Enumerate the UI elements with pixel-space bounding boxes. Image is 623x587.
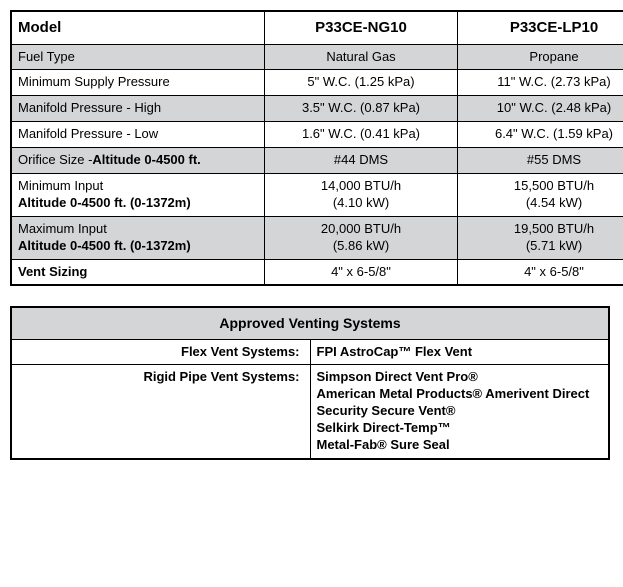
row-label-bold: Altitude 0-4500 ft.: [92, 152, 200, 167]
table-row: Fuel Type Natural Gas Propane: [11, 44, 623, 70]
row-label-bold: Altitude 0-4500 ft. (0-1372m): [18, 238, 258, 255]
cell-line: (5.86 kW): [271, 238, 451, 255]
table-header-row: Model P33CE-NG10 P33CE-LP10: [11, 11, 623, 44]
model-specs-table: Model P33CE-NG10 P33CE-LP10 Fuel Type Na…: [10, 10, 623, 286]
row-label-plain: Manifold Pressure - High: [18, 100, 161, 115]
flex-vent-value: FPI AstroCap™ Flex Vent: [310, 339, 609, 365]
cell-line: (4.10 kW): [271, 195, 451, 212]
table-row: Maximum Input Altitude 0-4500 ft. (0-137…: [11, 216, 623, 259]
cell: 5" W.C. (1.25 kPa): [265, 70, 458, 96]
cell-line: 20,000 BTU/h: [271, 221, 451, 238]
cell-line: 15,500 BTU/h: [464, 178, 623, 195]
table-row: Manifold Pressure - Low 1.6" W.C. (0.41 …: [11, 122, 623, 148]
cell-line: (5.71 kW): [464, 238, 623, 255]
cell: 6.4" W.C. (1.59 kPa): [458, 122, 623, 148]
table-row: Vent Sizing 4" x 6-5/8" 4" x 6-5/8": [11, 259, 623, 285]
header-col1: P33CE-NG10: [265, 11, 458, 44]
row-label-plain: Minimum Input: [18, 178, 258, 195]
list-item: Metal-Fab® Sure Seal: [317, 437, 603, 454]
list-item: Simpson Direct Vent Pro®: [317, 369, 603, 386]
row-label-plain: Manifold Pressure - Low: [18, 126, 158, 141]
table-row: Minimum Supply Pressure 5" W.C. (1.25 kP…: [11, 70, 623, 96]
table-row: Orifice Size -Altitude 0-4500 ft. #44 DM…: [11, 148, 623, 174]
row-label-plain: Orifice Size -: [18, 152, 92, 167]
list-item: American Metal Products® Amerivent Direc…: [317, 386, 603, 403]
cell: 11" W.C. (2.73 kPa): [458, 70, 623, 96]
cell: Propane: [458, 44, 623, 70]
flex-vent-label: Flex Vent Systems:: [11, 339, 310, 365]
cell: 1.6" W.C. (0.41 kPa): [265, 122, 458, 148]
cell: #44 DMS: [265, 148, 458, 174]
approved-venting-table: Approved Venting Systems Flex Vent Syste…: [10, 306, 610, 460]
cell: #55 DMS: [458, 148, 623, 174]
cell-line: 19,500 BTU/h: [464, 221, 623, 238]
cell: 14,000 BTU/h (4.10 kW): [265, 173, 458, 216]
row-label-plain: Maximum Input: [18, 221, 258, 238]
cell-line: 14,000 BTU/h: [271, 178, 451, 195]
row-label-plain: Fuel Type: [18, 49, 75, 64]
row-label-bold: Vent Sizing: [18, 264, 258, 281]
cell: Natural Gas: [265, 44, 458, 70]
list-item: Security Secure Vent®: [317, 403, 603, 420]
cell: 19,500 BTU/h (5.71 kW): [458, 216, 623, 259]
header-label: Model: [11, 11, 265, 44]
table-row: Flex Vent Systems: FPI AstroCap™ Flex Ve…: [11, 339, 609, 365]
header-col2: P33CE-LP10: [458, 11, 623, 44]
cell: 4" x 6-5/8": [265, 259, 458, 285]
rigid-vent-values: Simpson Direct Vent Pro® American Metal …: [310, 365, 609, 459]
cell: 10" W.C. (2.48 kPa): [458, 96, 623, 122]
venting-title-row: Approved Venting Systems: [11, 307, 609, 339]
venting-title: Approved Venting Systems: [11, 307, 609, 339]
row-label-plain: Minimum Supply Pressure: [18, 74, 170, 89]
table-row: Minimum Input Altitude 0-4500 ft. (0-137…: [11, 173, 623, 216]
row-label-bold: Altitude 0-4500 ft. (0-1372m): [18, 195, 258, 212]
cell-line: (4.54 kW): [464, 195, 623, 212]
list-item: Selkirk Direct-Temp™: [317, 420, 603, 437]
cell: 4" x 6-5/8": [458, 259, 623, 285]
table-row: Manifold Pressure - High 3.5" W.C. (0.87…: [11, 96, 623, 122]
cell: 20,000 BTU/h (5.86 kW): [265, 216, 458, 259]
table-row: Rigid Pipe Vent Systems: Simpson Direct …: [11, 365, 609, 459]
cell: 15,500 BTU/h (4.54 kW): [458, 173, 623, 216]
cell: 3.5" W.C. (0.87 kPa): [265, 96, 458, 122]
rigid-vent-label: Rigid Pipe Vent Systems:: [11, 365, 310, 459]
